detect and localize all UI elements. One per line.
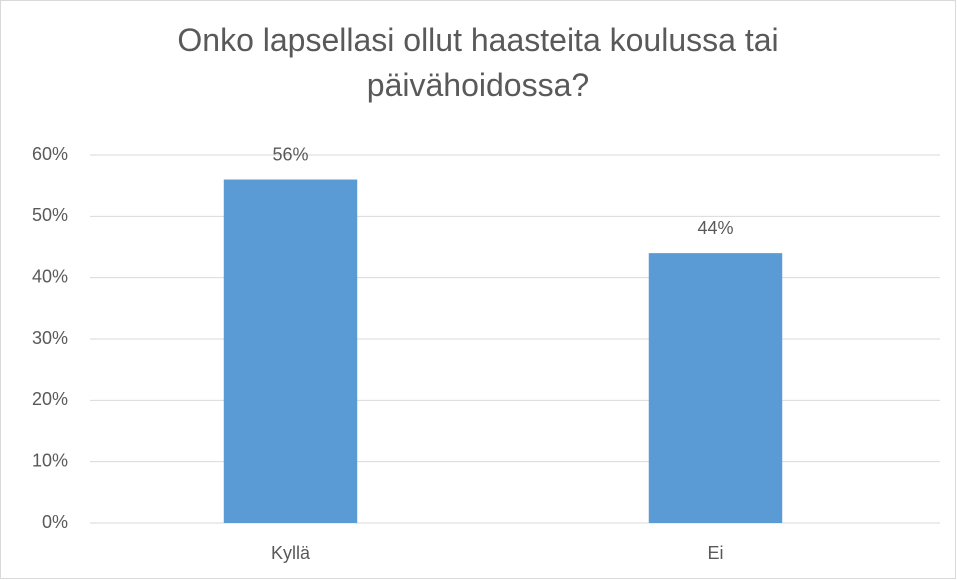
x-tick-label: Ei (707, 543, 723, 563)
y-tick-label: 0% (42, 512, 68, 532)
chart-title: Onko lapsellasi ollut haasteita koulussa… (177, 22, 779, 103)
y-tick-label: 50% (32, 205, 68, 225)
x-tick-label: Kyllä (271, 543, 311, 563)
y-tick-label: 40% (32, 266, 68, 286)
data-label: 44% (697, 218, 733, 238)
y-tick-label: 20% (32, 389, 68, 409)
y-tick-label: 10% (32, 450, 68, 470)
bar (223, 179, 358, 524)
data-label: 56% (272, 144, 308, 164)
y-tick-label: 60% (32, 144, 68, 164)
y-tick-label: 30% (32, 328, 68, 348)
bar (648, 253, 783, 523)
